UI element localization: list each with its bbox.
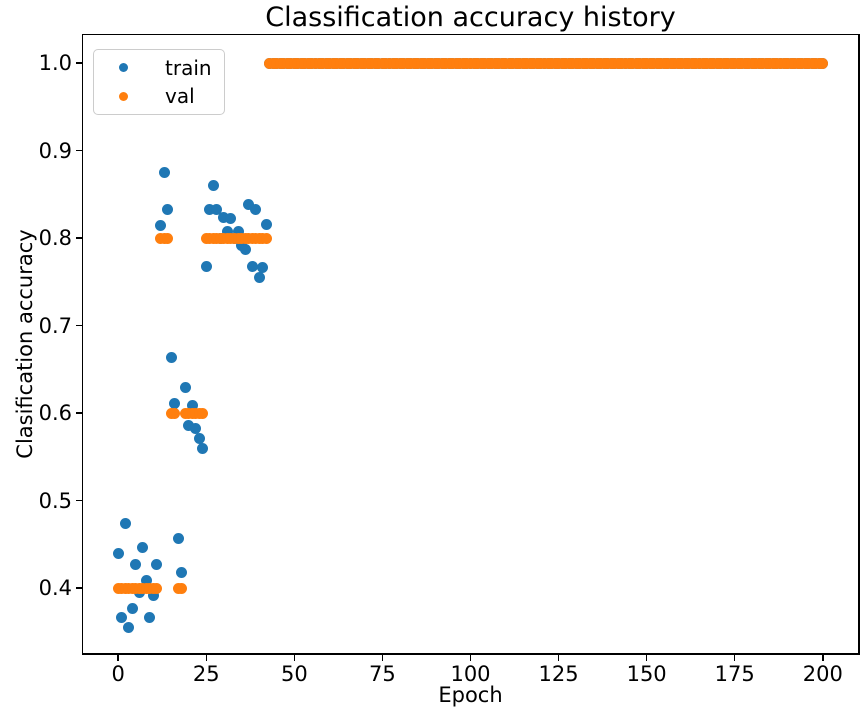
train-data-point [253, 271, 265, 283]
train-data-point [126, 602, 138, 614]
x-tick-label: 0 [111, 662, 125, 686]
train-data-point [155, 220, 166, 232]
x-tick-label: 75 [369, 662, 396, 686]
y-tick-label: 0.6 [38, 401, 72, 426]
val-data-point [197, 407, 209, 419]
y-tick-label: 1.0 [38, 51, 72, 75]
val-marker-icon [119, 91, 128, 101]
y-tick-label: 0.8 [38, 226, 72, 251]
x-tick-label: 100 [450, 662, 491, 686]
train-data-point [137, 541, 149, 553]
legend: train val [93, 49, 225, 115]
y-tick-mark [75, 587, 82, 589]
x-tick-mark [205, 654, 208, 661]
x-tick-mark [557, 654, 560, 661]
left-spine [81, 33, 83, 655]
val-data-point [176, 582, 188, 594]
top-spine [81, 33, 860, 35]
chart-title: Classification accuracy history [265, 2, 676, 33]
bottom-spine [81, 653, 860, 655]
train-data-point [169, 398, 181, 410]
train-data-point [162, 203, 174, 215]
y-tick-label: 0.9 [38, 138, 72, 163]
legend-label-train: train [165, 55, 212, 80]
train-data-point [221, 225, 233, 237]
train-data-point [183, 419, 195, 431]
train-data-point [225, 213, 237, 225]
y-tick-mark [75, 62, 82, 64]
scatter-points-layer [83, 35, 858, 653]
train-data-point [165, 351, 177, 363]
train-data-point [218, 212, 230, 224]
x-axis-label: Epoch [438, 683, 503, 707]
train-data-point [123, 622, 135, 634]
x-tick-label: 50 [280, 662, 308, 686]
train-data-point [243, 199, 255, 211]
train-data-point [260, 218, 272, 230]
x-tick-mark [645, 654, 648, 661]
y-axis-label: Clasification accuracy [13, 229, 37, 459]
val-data-point [169, 407, 181, 419]
val-data-point [260, 232, 272, 244]
x-tick-mark [117, 654, 119, 661]
train-data-point [147, 589, 159, 601]
val-data-point [162, 232, 174, 244]
x-tick-label: 200 [802, 662, 843, 686]
train-data-point [140, 574, 152, 586]
y-tick-label: 0.7 [38, 313, 72, 338]
x-tick-mark [822, 654, 824, 661]
train-data-point [176, 566, 188, 578]
train-data-point [151, 559, 163, 571]
y-tick-mark [75, 237, 82, 239]
train-data-point [246, 260, 258, 272]
x-tick-mark [381, 654, 384, 661]
y-tick-label: 0.5 [38, 488, 72, 513]
train-data-point [239, 243, 251, 255]
train-data-point [193, 433, 205, 445]
y-tick-mark [75, 149, 82, 152]
x-tick-mark [293, 654, 296, 661]
train-data-point [186, 399, 198, 411]
legend-item-train: train [94, 57, 224, 79]
train-data-point [257, 262, 269, 274]
train-data-point [112, 547, 124, 559]
x-tick-label: 125 [538, 662, 579, 686]
train-data-point [197, 442, 209, 454]
y-tick-mark [75, 324, 82, 327]
train-data-point [179, 382, 191, 394]
train-data-point [200, 260, 212, 272]
x-tick-label: 25 [192, 662, 220, 686]
y-tick-mark [75, 499, 82, 502]
y-tick-label: 0.4 [38, 576, 72, 601]
val-data-point [817, 57, 829, 69]
train-data-point [130, 559, 142, 571]
x-tick-label: 150 [626, 662, 667, 686]
train-data-point [144, 611, 156, 623]
val-data-point [151, 582, 163, 594]
y-tick-mark [75, 412, 82, 414]
legend-item-val: val [94, 85, 224, 107]
train-marker-icon [119, 63, 128, 73]
train-data-point [172, 532, 184, 544]
train-data-point [207, 180, 219, 192]
x-tick-mark [469, 654, 472, 661]
x-tick-mark [733, 654, 736, 661]
x-tick-label: 175 [714, 662, 755, 686]
train-data-point [232, 225, 244, 237]
train-data-point [211, 203, 223, 215]
legend-label-val: val [165, 84, 195, 109]
train-data-point [158, 166, 170, 178]
train-data-point [204, 203, 216, 215]
train-data-point [250, 203, 262, 215]
right-spine [858, 33, 860, 655]
train-data-point [119, 517, 131, 529]
train-data-point [116, 611, 128, 623]
train-data-point [190, 423, 202, 435]
